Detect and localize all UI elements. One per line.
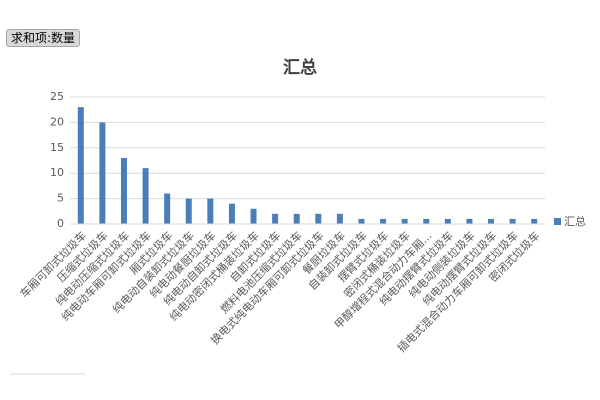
bar	[380, 218, 387, 224]
bar	[531, 218, 538, 224]
bar	[142, 168, 149, 224]
field-button[interactable]: 求和项:数量	[6, 29, 81, 47]
bar	[99, 122, 106, 224]
legend-label: 汇总	[564, 214, 586, 228]
bar	[423, 218, 430, 224]
bar	[336, 213, 343, 224]
bar	[401, 218, 408, 224]
legend-swatch	[554, 218, 561, 225]
bar	[77, 107, 84, 224]
bar	[120, 157, 127, 224]
bar	[228, 203, 235, 224]
y-tick-label: 5	[57, 192, 64, 205]
bar	[509, 218, 516, 224]
y-tick-label: 20	[50, 115, 64, 128]
bar	[185, 198, 192, 224]
bar	[293, 213, 300, 224]
bar	[488, 218, 495, 224]
y-tick-label: 15	[50, 141, 64, 154]
bar	[466, 218, 473, 224]
bar	[444, 218, 451, 224]
bar	[272, 213, 279, 224]
bar	[207, 198, 214, 224]
y-tick-label: 10	[50, 166, 64, 179]
bar	[315, 213, 322, 224]
y-tick-label: 25	[50, 90, 64, 103]
chart-title: 汇总	[283, 57, 317, 78]
bar	[164, 193, 171, 224]
y-tick-label: 0	[57, 217, 64, 230]
bar	[358, 218, 365, 224]
bar	[250, 208, 257, 224]
